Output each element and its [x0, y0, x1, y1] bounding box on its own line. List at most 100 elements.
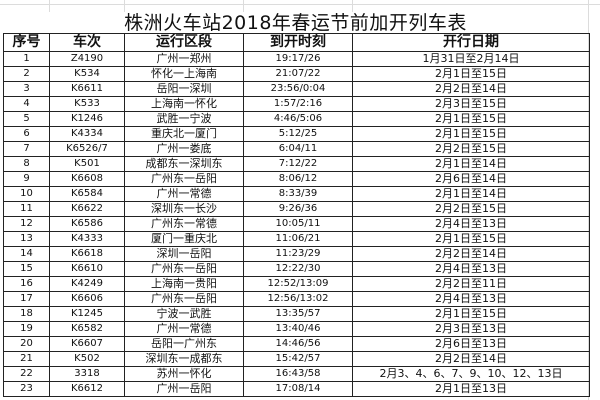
route-cell[interactable]: 广州一常德	[124, 186, 244, 202]
train-cell[interactable]: K6622	[49, 201, 125, 217]
route-cell[interactable]: 深圳一岳阳	[124, 246, 244, 262]
route-cell[interactable]: 广州东一岳阳	[124, 261, 244, 277]
route-cell[interactable]: 上海南一贵阳	[124, 276, 244, 292]
train-cell[interactable]: K6611	[49, 81, 125, 97]
seq-cell[interactable]: 4	[3, 96, 50, 112]
seq-cell[interactable]: 23	[3, 381, 50, 397]
dates-cell[interactable]: 2月6日至14日	[352, 171, 590, 187]
seq-cell[interactable]: 2	[3, 66, 50, 82]
dates-cell[interactable]: 2月2日至11日	[352, 276, 590, 292]
seq-cell[interactable]: 22	[3, 366, 50, 382]
time-cell[interactable]: 13:35/57	[243, 306, 353, 322]
column-header[interactable]: 序号	[3, 33, 50, 52]
column-header[interactable]: 开行日期	[352, 33, 590, 52]
route-cell[interactable]: 岳阳一广州东	[124, 336, 244, 352]
time-cell[interactable]: 11:06/21	[243, 231, 353, 247]
dates-cell[interactable]: 2月4日至13日	[352, 291, 590, 307]
route-cell[interactable]: 广州东一岳阳	[124, 291, 244, 307]
train-cell[interactable]: Z4190	[49, 51, 125, 67]
route-cell[interactable]: 广州一常德	[124, 321, 244, 337]
time-cell[interactable]: 12:56/13:02	[243, 291, 353, 307]
time-cell[interactable]: 16:43/58	[243, 366, 353, 382]
train-cell[interactable]: K501	[49, 156, 125, 172]
route-cell[interactable]: 深圳东一长沙	[124, 201, 244, 217]
dates-cell[interactable]: 2月1日至15日	[352, 66, 590, 82]
train-cell[interactable]: K502	[49, 351, 125, 367]
train-cell[interactable]: K1245	[49, 306, 125, 322]
route-cell[interactable]: 成都东一深圳东	[124, 156, 244, 172]
train-cell[interactable]: K4249	[49, 276, 125, 292]
time-cell[interactable]: 21:07/22	[243, 66, 353, 82]
train-cell[interactable]: K4334	[49, 126, 125, 142]
dates-cell[interactable]: 2月3日至15日	[352, 96, 590, 112]
train-cell[interactable]: 3318	[49, 366, 125, 382]
dates-cell[interactable]: 2月2日至14日	[352, 246, 590, 262]
time-cell[interactable]: 17:08/14	[243, 381, 353, 397]
dates-cell[interactable]: 2月2日至15日	[352, 201, 590, 217]
route-cell[interactable]: 怀化一上海南	[124, 66, 244, 82]
seq-cell[interactable]: 9	[3, 171, 50, 187]
train-cell[interactable]: K6618	[49, 246, 125, 262]
train-cell[interactable]: K6584	[49, 186, 125, 202]
time-cell[interactable]: 4:46/5:06	[243, 111, 353, 127]
time-cell[interactable]: 1:57/2:16	[243, 96, 353, 112]
column-header[interactable]: 车次	[49, 33, 125, 52]
time-cell[interactable]: 13:40/46	[243, 321, 353, 337]
train-cell[interactable]: K6586	[49, 216, 125, 232]
route-cell[interactable]: 上海南一怀化	[124, 96, 244, 112]
dates-cell[interactable]: 2月2日至14日	[352, 81, 590, 97]
seq-cell[interactable]: 6	[3, 126, 50, 142]
seq-cell[interactable]: 5	[3, 111, 50, 127]
dates-cell[interactable]: 2月3、4、6、7、9、10、12、13日	[352, 366, 590, 382]
route-cell[interactable]: 宁波一武胜	[124, 306, 244, 322]
time-cell[interactable]: 6:04/11	[243, 141, 353, 157]
dates-cell[interactable]: 2月4日至13日	[352, 216, 590, 232]
dates-cell[interactable]: 2月4日至13日	[352, 261, 590, 277]
seq-cell[interactable]: 10	[3, 186, 50, 202]
route-cell[interactable]: 广州一娄底	[124, 141, 244, 157]
route-cell[interactable]: 重庆北一厦门	[124, 126, 244, 142]
time-cell[interactable]: 23:56/0:04	[243, 81, 353, 97]
seq-cell[interactable]: 14	[3, 246, 50, 262]
route-cell[interactable]: 深圳东一成都东	[124, 351, 244, 367]
route-cell[interactable]: 岳阳一深圳	[124, 81, 244, 97]
column-header[interactable]: 运行区段	[124, 33, 244, 52]
time-cell[interactable]: 10:05/11	[243, 216, 353, 232]
seq-cell[interactable]: 7	[3, 141, 50, 157]
time-cell[interactable]: 11:23/29	[243, 246, 353, 262]
route-cell[interactable]: 广州一岳阳	[124, 381, 244, 397]
train-cell[interactable]: K6607	[49, 336, 125, 352]
dates-cell[interactable]: 1月31日至2月14日	[352, 51, 590, 67]
train-cell[interactable]: K534	[49, 66, 125, 82]
time-cell[interactable]: 12:22/30	[243, 261, 353, 277]
dates-cell[interactable]: 2月1日至15日	[352, 111, 590, 127]
seq-cell[interactable]: 17	[3, 291, 50, 307]
seq-cell[interactable]: 16	[3, 276, 50, 292]
train-cell[interactable]: K6608	[49, 171, 125, 187]
dates-cell[interactable]: 2月1日至15日	[352, 306, 590, 322]
time-cell[interactable]: 7:12/22	[243, 156, 353, 172]
train-cell[interactable]: K6526/7	[49, 141, 125, 157]
train-cell[interactable]: K6612	[49, 381, 125, 397]
time-cell[interactable]: 12:52/13:09	[243, 276, 353, 292]
dates-cell[interactable]: 2月2日至15日	[352, 141, 590, 157]
route-cell[interactable]: 广州东一岳阳	[124, 171, 244, 187]
dates-cell[interactable]: 2月6日至13日	[352, 336, 590, 352]
train-cell[interactable]: K4333	[49, 231, 125, 247]
dates-cell[interactable]: 2月1日至14日	[352, 186, 590, 202]
train-cell[interactable]: K533	[49, 96, 125, 112]
train-cell[interactable]: K6606	[49, 291, 125, 307]
time-cell[interactable]: 5:12/25	[243, 126, 353, 142]
time-cell[interactable]: 8:06/12	[243, 171, 353, 187]
seq-cell[interactable]: 19	[3, 321, 50, 337]
time-cell[interactable]: 19:17/26	[243, 51, 353, 67]
seq-cell[interactable]: 8	[3, 156, 50, 172]
seq-cell[interactable]: 15	[3, 261, 50, 277]
time-cell[interactable]: 15:42/57	[243, 351, 353, 367]
route-cell[interactable]: 武胜一宁波	[124, 111, 244, 127]
seq-cell[interactable]: 12	[3, 216, 50, 232]
seq-cell[interactable]: 18	[3, 306, 50, 322]
seq-cell[interactable]: 20	[3, 336, 50, 352]
dates-cell[interactable]: 2月1日至15日	[352, 126, 590, 142]
route-cell[interactable]: 广州一郑州	[124, 51, 244, 67]
